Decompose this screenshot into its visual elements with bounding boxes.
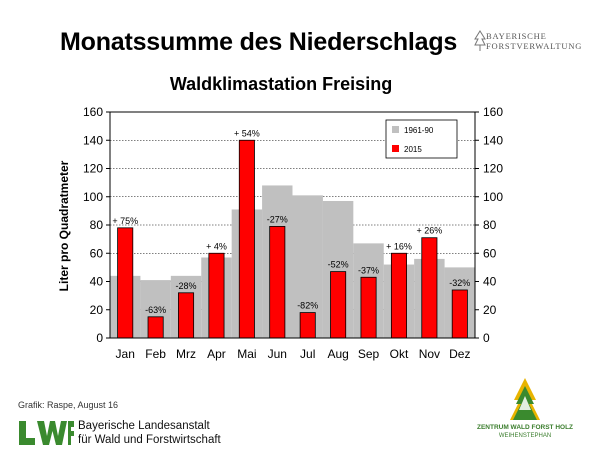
legend-swatch-2015 xyxy=(392,145,399,152)
x-tick-label-jan: Jan xyxy=(116,347,135,361)
x-tick-label-apr: Apr xyxy=(207,347,226,361)
x-tick-label-okt: Okt xyxy=(390,347,409,361)
bar-2015-jun xyxy=(269,226,286,339)
bar-label-okt: + 16% xyxy=(386,241,412,251)
bar-label-mai: + 54% xyxy=(234,128,260,138)
bar-label-dez: -32% xyxy=(449,278,470,288)
lwf-name-line2: für Wald und Forstwirtschaft xyxy=(78,434,221,446)
y-tick-label: 140 xyxy=(83,133,103,147)
x-tick-label-jun: Jun xyxy=(268,347,287,361)
x-tick-label-feb: Feb xyxy=(145,347,166,361)
y-tick-label-right: 140 xyxy=(483,133,503,147)
logo-text-line1: BAYERISCHE xyxy=(486,31,547,41)
y-tick-label: 120 xyxy=(83,162,103,176)
bayerische-forstverwaltung-logo: BAYERISCHE FORSTVERWALTUNG xyxy=(474,30,581,54)
bar-label-feb: -63% xyxy=(145,305,166,315)
y-tick-label: 0 xyxy=(96,331,103,345)
bar-2015-mai xyxy=(238,139,255,339)
bar-2015-okt xyxy=(390,252,407,339)
x-tick-label-sep: Sep xyxy=(358,347,380,361)
y-tick-label: 100 xyxy=(83,190,103,204)
bar-label-apr: + 4% xyxy=(206,241,227,251)
y-tick-label-right: 20 xyxy=(483,303,497,317)
chart-legend: 1961-90 2015 xyxy=(385,119,458,159)
y-axis-left: 0 20 40 60 80 100 120 140 160 xyxy=(83,105,110,345)
lwf-name-line1: Bayerische Landesanstalt xyxy=(78,420,210,432)
y-tick-label-right: 160 xyxy=(483,105,503,119)
zwfh-name-line2: WEIHENSTEPHAN xyxy=(498,433,552,439)
logo-text-line2: FORSTVERWALTUNG xyxy=(486,41,583,51)
y-tick-label-right: 40 xyxy=(483,275,497,289)
bar-label-jun: -27% xyxy=(267,214,288,224)
bar-2015-nov xyxy=(421,237,438,339)
bar-2015-dez xyxy=(451,289,468,339)
bar-2015-mrz xyxy=(178,292,195,339)
bar-label-jul: -82% xyxy=(297,301,318,311)
normal-bars xyxy=(110,185,475,338)
bar-2015-jul xyxy=(299,312,316,339)
bar-2015-sep xyxy=(360,276,377,339)
bar-label-sep: -37% xyxy=(358,265,379,275)
x-tick-label-mrz: Mrz xyxy=(176,347,196,361)
y-tick-label: 60 xyxy=(90,246,104,260)
page-title: Monatssumme des Niederschlags xyxy=(60,28,458,56)
y-tick-label: 40 xyxy=(90,275,104,289)
y-tick-label: 80 xyxy=(90,218,104,232)
y-tick-label-right: 100 xyxy=(483,190,503,204)
precipitation-chart: Waldklimastation Freising + 75%-63%-28%+… xyxy=(57,74,503,361)
y-tick-label-right: 60 xyxy=(483,246,497,260)
legend-label-1961-90: 1961-90 xyxy=(404,126,434,135)
x-tick-label-dez: Dez xyxy=(449,347,470,361)
y-axis-label: Liter pro Quadratmeter xyxy=(57,160,71,291)
y-tick-label: 160 xyxy=(83,105,103,119)
chart-title: Waldklimastation Freising xyxy=(170,74,392,94)
x-axis: Jan Feb Mrz Apr Mai Jun Jul Aug Sep Okt Nov Dez xyxy=(116,347,471,361)
bar-label-mrz: -28% xyxy=(176,281,197,291)
bar-label-aug: -52% xyxy=(328,260,349,270)
lwf-logo xyxy=(19,421,74,445)
graphic-credit: Grafik: Raspe, August 16 xyxy=(18,400,119,410)
bar-label-nov: + 26% xyxy=(416,226,442,236)
bar-2015-aug xyxy=(330,271,347,339)
y-tick-label-right: 80 xyxy=(483,218,497,232)
bar-labels: + 75% -63% -28% + 4% + 54% -27% -82% -52% -37% + … xyxy=(112,128,470,315)
bar-label-jan: + 75% xyxy=(112,216,138,226)
bar-2015-feb xyxy=(147,316,164,339)
zentrum-wald-forst-holz-logo xyxy=(510,378,540,420)
x-tick-label-jul: Jul xyxy=(300,347,315,361)
legend-label-2015: 2015 xyxy=(404,145,422,154)
x-tick-label-aug: Aug xyxy=(327,347,348,361)
bar-2015-jan xyxy=(117,227,134,339)
y-tick-label-right: 120 xyxy=(483,162,503,176)
y-tick-label-right: 0 xyxy=(483,331,490,345)
y-axis-right: 0 20 40 60 80 100 120 140 160 xyxy=(475,105,503,345)
bar-2015-apr xyxy=(208,252,225,339)
x-tick-label-nov: Nov xyxy=(419,347,440,361)
tree-icon xyxy=(474,30,486,51)
zwfh-name-line1: ZENTRUM WALD FORST HOLZ xyxy=(476,424,574,431)
x-tick-label-mai: Mai xyxy=(237,347,256,361)
legend-swatch-1961-90 xyxy=(392,126,399,133)
y-tick-label: 20 xyxy=(90,303,104,317)
